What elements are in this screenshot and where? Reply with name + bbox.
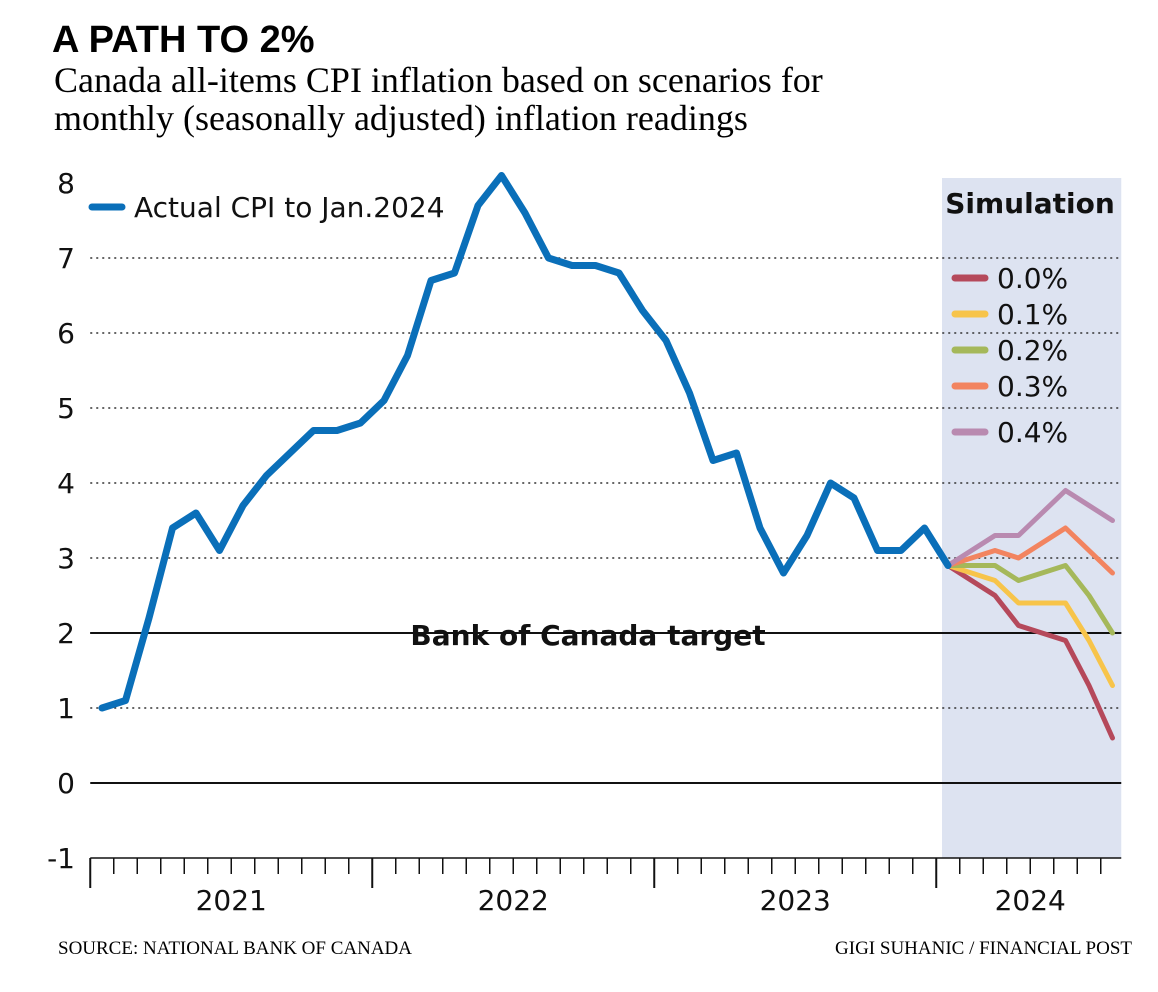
y-tick-label: 3	[57, 542, 75, 575]
legend-label: Actual CPI to Jan.2024	[134, 191, 445, 224]
y-tick-label: 7	[57, 242, 75, 275]
legend-label: 0.3%	[997, 370, 1068, 403]
legend-label: 0.4%	[997, 416, 1068, 449]
source: SOURCE: NATIONAL BANK OF CANADA	[58, 938, 412, 959]
y-tick-label: -1	[47, 842, 75, 875]
simulation-region	[942, 178, 1122, 858]
subtitle: monthly (seasonally adjusted) inflation …	[54, 98, 748, 138]
year-label: 2023	[760, 884, 831, 917]
y-tick-label: 6	[57, 317, 75, 350]
y-tick-label: 8	[57, 167, 75, 200]
year-label: 2021	[196, 884, 267, 917]
year-label: 2022	[478, 884, 549, 917]
year-label: 2024	[995, 884, 1066, 917]
y-tick-label: 4	[57, 467, 75, 500]
series-line	[945, 525, 1115, 576]
series-line	[945, 563, 1115, 741]
y-tick-label: 2	[57, 617, 75, 650]
series-line	[945, 488, 1115, 568]
credit: GIGI SUHANIC / FINANCIAL POST	[835, 938, 1132, 959]
y-tick-label: 0	[57, 767, 75, 800]
series-line	[98, 172, 952, 712]
y-tick-label: 5	[57, 392, 75, 425]
y-tick-label: 1	[57, 692, 75, 725]
simulation-label: Simulation	[945, 187, 1115, 220]
subtitle: Canada all-items CPI inflation based on …	[54, 60, 823, 100]
series-line	[945, 563, 1115, 688]
chart-title: A PATH TO 2%	[52, 19, 315, 61]
series-line	[945, 563, 1115, 636]
legend-label: 0.1%	[997, 298, 1068, 331]
target-label: Bank of Canada target	[410, 619, 765, 652]
legend-label: 0.0%	[997, 262, 1068, 295]
legend-label: 0.2%	[997, 334, 1068, 367]
